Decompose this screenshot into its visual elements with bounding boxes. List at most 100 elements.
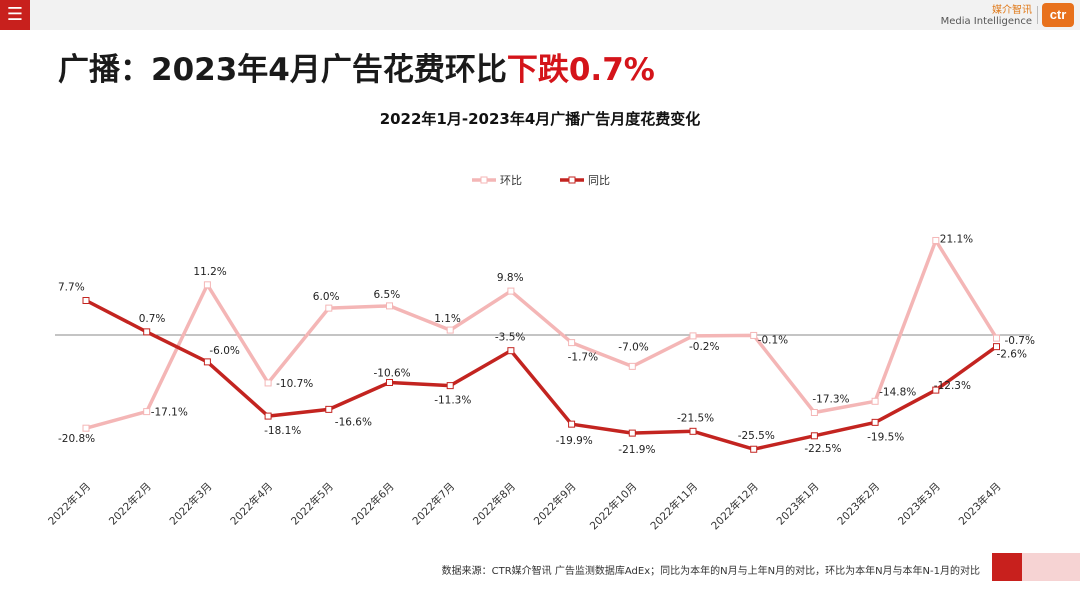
data-label: -16.6%	[335, 416, 372, 428]
data-point	[750, 445, 758, 453]
data-label: -1.7%	[568, 352, 598, 364]
x-tick-label: 2022年11月	[648, 480, 700, 532]
data-point	[628, 362, 636, 370]
data-label: -17.1%	[151, 407, 188, 419]
data-label: -10.7%	[276, 378, 313, 390]
data-label: -22.5%	[804, 443, 841, 455]
x-tick-label: 2022年2月	[106, 480, 154, 528]
x-tick-label: 2022年9月	[531, 480, 579, 528]
data-point	[446, 382, 454, 390]
x-tick-label: 2022年4月	[228, 480, 276, 528]
x-tick-label: 2022年12月	[708, 480, 760, 532]
x-tick-label: 2022年7月	[410, 480, 458, 528]
x-tick-label: 2022年6月	[349, 480, 397, 528]
data-point	[203, 281, 211, 289]
data-point	[689, 332, 697, 340]
data-point	[82, 424, 90, 432]
data-label: -0.1%	[758, 334, 788, 346]
data-label: 0.7%	[139, 313, 166, 325]
footer-accent-block	[992, 553, 1022, 581]
page-title-highlight: 下跌0.7%	[506, 52, 655, 88]
data-point	[932, 386, 940, 394]
data-point	[871, 397, 879, 405]
data-label: -14.8%	[879, 386, 916, 398]
data-point	[628, 429, 636, 437]
data-point	[143, 328, 151, 336]
data-point	[750, 331, 758, 339]
hamburger-menu-icon[interactable]: ☰	[0, 0, 30, 30]
legend-item-yoy: 同比	[560, 174, 610, 187]
data-label: -20.8%	[58, 433, 95, 445]
data-label: 6.0%	[313, 291, 340, 303]
data-label: -21.9%	[618, 444, 655, 456]
data-label: -17.3%	[812, 394, 849, 406]
brand-en: Media Intelligence	[940, 16, 1032, 27]
brand-cn: 媒介智讯	[992, 5, 1032, 16]
data-label: -25.5%	[738, 430, 775, 442]
data-label: -0.2%	[689, 341, 719, 353]
data-point	[810, 409, 818, 417]
ctr-logo: ctr	[1042, 3, 1074, 27]
data-label: -6.0%	[209, 345, 239, 357]
data-point	[568, 420, 576, 428]
data-point	[932, 236, 940, 244]
data-point	[810, 432, 818, 440]
data-point	[143, 408, 151, 416]
top-bar: ☰ 媒介智讯 Media Intelligence ctr	[0, 0, 1080, 30]
data-point	[993, 343, 1000, 351]
legend-marker	[568, 176, 576, 184]
x-tick-label: 2023年3月	[895, 480, 943, 528]
chart-title: 2022年1月-2023年4月广播广告月度花费变化	[379, 110, 701, 128]
data-label: -2.6%	[997, 349, 1027, 361]
data-point	[325, 405, 333, 413]
data-label: -21.5%	[677, 412, 714, 424]
brand: 媒介智讯 Media Intelligence	[941, 5, 1032, 28]
legend-marker	[480, 176, 488, 184]
data-label: -19.5%	[867, 431, 904, 443]
series-line-yoy	[84, 298, 999, 451]
x-tick-label: 2022年8月	[470, 480, 518, 528]
footer-light-block	[1022, 553, 1080, 581]
series-line-mom	[84, 238, 999, 430]
data-label: 6.5%	[374, 289, 401, 301]
data-label: -18.1%	[264, 425, 301, 437]
data-point	[507, 287, 515, 295]
data-point	[386, 378, 393, 386]
data-point	[446, 326, 454, 334]
data-point	[507, 347, 515, 355]
page-title: 广播：2023年4月广告花费环比下跌0.7%	[58, 44, 655, 89]
data-point	[871, 418, 879, 426]
x-tick-label: 2022年3月	[167, 480, 215, 528]
data-point	[82, 297, 90, 305]
data-point	[264, 412, 272, 420]
legend-label: 同比	[588, 174, 610, 187]
data-point	[568, 339, 576, 347]
data-label: -19.9%	[556, 435, 593, 447]
x-tick-label: 2022年5月	[288, 480, 336, 528]
x-tick-label: 2022年1月	[45, 480, 93, 528]
data-label: 1.1%	[434, 313, 461, 325]
data-point	[264, 379, 272, 387]
data-label: -12.3%	[934, 380, 971, 392]
x-tick-label: 2023年1月	[774, 480, 822, 528]
data-label: -0.7%	[1005, 335, 1035, 347]
data-point	[325, 304, 333, 312]
x-tick-label: 2022年10月	[587, 480, 639, 532]
brand-divider	[1037, 6, 1038, 24]
data-label: -10.6%	[374, 367, 411, 379]
data-label: -3.5%	[495, 332, 525, 344]
data-label: 7.7%	[58, 282, 85, 294]
data-label: 11.2%	[193, 266, 226, 278]
page-title-prefix: 广播：2023年4月广告花费环比	[58, 52, 507, 88]
data-label: 9.8%	[497, 272, 524, 284]
data-label: -7.0%	[618, 341, 648, 353]
legend-item-mom: 环比	[472, 174, 522, 187]
data-label: -11.3%	[434, 395, 471, 407]
x-tick-label: 2023年4月	[956, 480, 1004, 528]
source-note: 数据来源：CTR媒介智讯 广告监测数据库AdEx；同比为本年的N月与上年N月的对…	[441, 566, 980, 577]
x-tick-label: 2023年2月	[835, 480, 883, 528]
data-point	[689, 427, 697, 435]
data-label: 21.1%	[940, 233, 973, 245]
legend-label: 环比	[500, 174, 522, 187]
